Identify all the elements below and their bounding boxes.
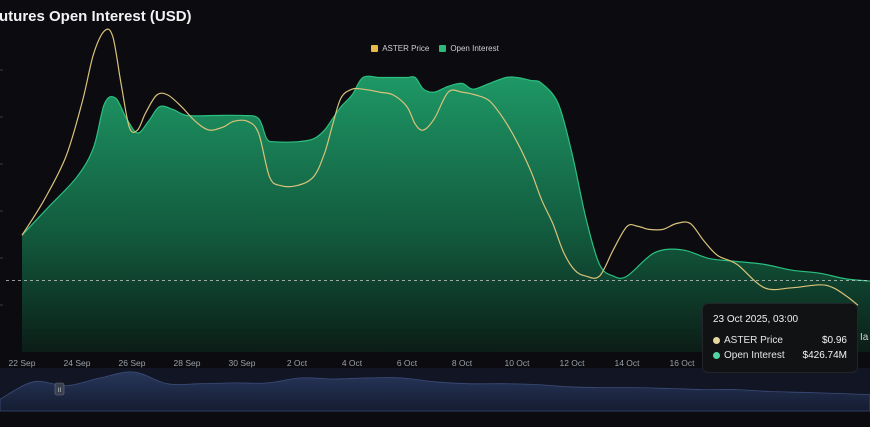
x-tick-label: 10 Oct [504,358,530,368]
legend-label-price: ASTER Price [382,44,430,53]
x-tick-label: 26 Sep [119,358,146,368]
tooltip-label-open-interest: Open Interest [724,350,785,361]
navigator-handle [54,382,65,396]
series-line-open-interest [21,75,870,282]
legend-item-price[interactable]: ASTER Price [371,44,429,53]
legend-item-open-interest[interactable]: Open Interest [439,44,499,53]
x-tick-label: 24 Sep [64,358,91,368]
x-tick-label: 6 Oct [397,358,418,368]
x-tick-label: 30 Sep [229,358,256,368]
navigator-handle-grip: II [58,388,62,394]
chart-legend[interactable]: ASTER Price Open Interest [0,44,870,53]
tooltip-value-price: $0.96 [821,335,847,346]
tooltip-value-open-interest: $426.74M [802,350,847,361]
chart-title: utures Open Interest (USD) [0,8,192,25]
x-tick-label: 2 Oct [287,358,308,368]
x-tick-label: 28 Sep [174,358,201,368]
x-tick-label: 8 Oct [452,358,473,368]
tooltip-date: 23 Oct 2025, 03:00 [713,314,799,325]
x-tick-label: 22 Sep [9,358,36,368]
x-tick-label: 4 Oct [342,358,363,368]
series-line-aster-price [21,28,859,306]
tooltip-row-open-interest: Open Interest $426.74M [713,350,847,361]
x-tick-label: 12 Oct [559,358,585,368]
x-tick-label: 16 Oct [669,358,695,368]
x-tick-label: 14 Oct [614,358,640,368]
tooltip-dot-price [713,337,720,344]
edge-label: Ia [860,332,869,343]
legend-swatch-open-interest [439,45,447,52]
legend-swatch-price [371,45,379,52]
navigator-series [0,371,870,412]
chart-tooltip: 23 Oct 2025, 03:00 ASTER Price $0.96 Ope… [702,303,858,373]
series-area-open-interest [22,76,870,352]
legend-label-open-interest: Open Interest [450,44,499,53]
tooltip-label-price: ASTER Price [724,335,783,346]
tooltip-dot-open-interest [713,352,720,359]
tooltip-row-price: ASTER Price $0.96 [713,335,847,346]
